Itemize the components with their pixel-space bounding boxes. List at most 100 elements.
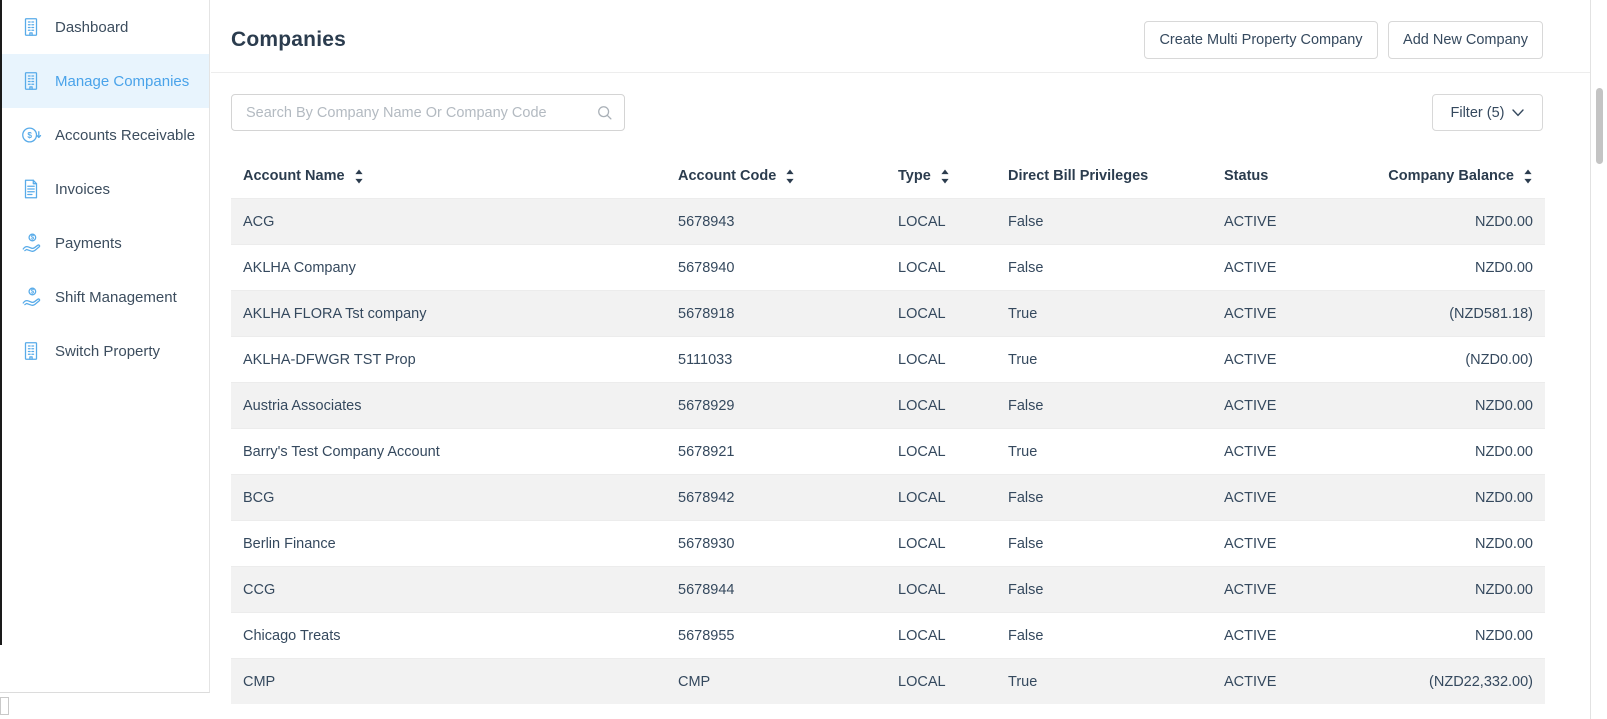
sidebar-item-shift-management[interactable]: $ Shift Management bbox=[0, 270, 209, 324]
cell-status: ACTIVE bbox=[1224, 627, 1277, 644]
cell-direct-bill: True bbox=[1008, 351, 1038, 368]
cell-account-name: AKLHA-DFWGR TST Prop bbox=[243, 351, 416, 368]
window-corner-artifact bbox=[0, 697, 9, 715]
svg-text:$: $ bbox=[31, 289, 35, 296]
invoice-icon bbox=[24, 179, 38, 199]
cell-type: LOCAL bbox=[898, 489, 946, 506]
table-row[interactable]: CCG 5678944 LOCAL False ACTIVE NZD0.00 bbox=[231, 566, 1545, 612]
cell-status: ACTIVE bbox=[1224, 489, 1277, 506]
sort-icon bbox=[941, 169, 949, 183]
page-title: Companies bbox=[231, 28, 346, 51]
cell-status: ACTIVE bbox=[1224, 397, 1277, 414]
column-header-account-code[interactable]: Account Code bbox=[678, 168, 898, 184]
sidebar-item-label: Invoices bbox=[55, 180, 111, 198]
column-header-type[interactable]: Type bbox=[898, 168, 1008, 184]
filter-label: Filter (5) bbox=[1450, 104, 1505, 121]
column-header-direct-bill-privileges: Direct Bill Privileges bbox=[1008, 168, 1224, 184]
sidebar-item-payments[interactable]: $ Payments bbox=[0, 216, 209, 270]
building-icon bbox=[24, 342, 38, 360]
sort-icon[interactable] bbox=[940, 169, 950, 184]
cell-status: ACTIVE bbox=[1224, 305, 1277, 322]
column-header-account-name[interactable]: Account Name bbox=[231, 168, 678, 184]
cell-balance: NZD0.00 bbox=[1474, 213, 1533, 230]
table-row[interactable]: Berlin Finance 5678930 LOCAL False ACTIVE NZD… bbox=[231, 520, 1545, 566]
table-row[interactable]: Chicago Treats 5678955 LOCAL False ACTIVE NZD… bbox=[231, 612, 1545, 658]
cell-account-code: 5678921 bbox=[678, 443, 735, 460]
cell-balance: NZD0.00 bbox=[1474, 397, 1533, 414]
search-box bbox=[231, 94, 625, 131]
cell-balance: NZD0.00 bbox=[1474, 259, 1533, 276]
cell-account-code: 5678944 bbox=[678, 581, 735, 598]
cell-type: LOCAL bbox=[898, 443, 946, 460]
table-row[interactable]: Austria Associates 5678929 LOCAL False ACTIV… bbox=[231, 382, 1545, 428]
cell-account-name: Berlin Finance bbox=[243, 535, 336, 552]
building-icon bbox=[24, 72, 38, 90]
svg-text:$: $ bbox=[31, 235, 35, 242]
table-row[interactable]: AKLHA Company 5678940 LOCAL False ACTIVE NZD0… bbox=[231, 244, 1545, 290]
vertical-scrollbar-thumb[interactable] bbox=[1596, 88, 1603, 164]
sidebar-item-label: Switch Property bbox=[55, 342, 161, 360]
cell-balance: NZD0.00 bbox=[1474, 581, 1533, 598]
table-row[interactable]: Barry's Test Company Account 5678921 LOCAL… bbox=[231, 428, 1545, 474]
cell-account-code: 5678929 bbox=[678, 397, 735, 414]
search-input[interactable] bbox=[231, 94, 625, 131]
table-row[interactable]: ACG 5678943 LOCAL False ACTIVE NZD0.00 bbox=[231, 198, 1545, 244]
table-row[interactable]: AKLHA-DFWGR TST Prop 5111033 LOCAL True ACTI… bbox=[231, 336, 1545, 382]
column-header-label: Company Balance bbox=[1388, 168, 1514, 184]
cell-account-name: BCG bbox=[243, 489, 275, 506]
column-header-label: Account Code bbox=[678, 168, 777, 184]
sort-icon[interactable] bbox=[785, 169, 795, 184]
column-header-company-balance[interactable]: Company Balance bbox=[1385, 168, 1545, 184]
cell-account-code: 5678930 bbox=[678, 535, 735, 552]
hand-coin-icon: $ bbox=[22, 233, 41, 252]
cell-balance: (NZD22,332.00) bbox=[1429, 673, 1533, 690]
cell-type: LOCAL bbox=[898, 259, 946, 276]
main-content: Companies Create Multi Property Company … bbox=[211, 0, 1590, 719]
column-header-label: Account Name bbox=[243, 168, 345, 184]
add-new-company-button[interactable]: Add New Company bbox=[1388, 21, 1543, 59]
sidebar-item-invoices[interactable]: Invoices bbox=[0, 162, 209, 216]
chevron-down-icon bbox=[1512, 105, 1525, 121]
cell-account-code: 5678955 bbox=[678, 627, 735, 644]
vertical-scrollbar-track[interactable] bbox=[1590, 0, 1607, 719]
cell-balance: (NZD581.18) bbox=[1449, 305, 1533, 322]
cell-direct-bill: False bbox=[1008, 627, 1044, 644]
table-row[interactable]: CMP CMP LOCAL True ACTIVE (NZD22,332.00) bbox=[231, 658, 1545, 704]
cell-account-name: ACG bbox=[243, 213, 275, 230]
cell-direct-bill: False bbox=[1008, 489, 1044, 506]
sidebar-item-dashboard[interactable]: Dashboard bbox=[0, 0, 209, 54]
header-divider bbox=[211, 72, 1590, 73]
cell-status: ACTIVE bbox=[1224, 443, 1277, 460]
column-header-label: Direct Bill Privileges bbox=[1008, 168, 1149, 184]
sidebar-item-accounts-receivable[interactable]: $ Accounts Receivable bbox=[0, 108, 209, 162]
cell-type: LOCAL bbox=[898, 397, 946, 414]
sidebar-item-switch-property[interactable]: Switch Property bbox=[0, 324, 209, 378]
search-icon[interactable] bbox=[596, 104, 613, 126]
cell-type: LOCAL bbox=[898, 305, 946, 322]
cell-account-name: Barry's Test Company Account bbox=[243, 443, 440, 460]
table-row[interactable]: AKLHA FLORA Tst company 5678918 LOCAL True A… bbox=[231, 290, 1545, 336]
cell-account-code: 5678940 bbox=[678, 259, 735, 276]
filter-dropdown[interactable]: Filter (5) bbox=[1432, 94, 1543, 131]
sidebar-item-label: Payments bbox=[55, 234, 122, 252]
cell-account-name: Austria Associates bbox=[243, 397, 362, 414]
cell-type: LOCAL bbox=[898, 581, 946, 598]
sidebar-item-label: Accounts Receivable bbox=[55, 126, 196, 144]
cell-account-code: 5678942 bbox=[678, 489, 735, 506]
table-body: ACG 5678943 LOCAL False ACTIVE NZD0.00 AKLHA C… bbox=[231, 198, 1545, 704]
sort-icon[interactable] bbox=[354, 169, 364, 184]
cell-balance: (NZD0.00) bbox=[1465, 351, 1533, 368]
cell-direct-bill: True bbox=[1008, 673, 1038, 690]
cell-status: ACTIVE bbox=[1224, 535, 1277, 552]
cell-direct-bill: False bbox=[1008, 535, 1044, 552]
sidebar-item-manage-companies[interactable]: Manage Companies bbox=[0, 54, 209, 108]
cell-balance: NZD0.00 bbox=[1474, 489, 1533, 506]
cell-balance: NZD0.00 bbox=[1474, 535, 1533, 552]
cell-direct-bill: False bbox=[1008, 397, 1044, 414]
cell-type: LOCAL bbox=[898, 213, 946, 230]
create-multi-property-company-button[interactable]: Create Multi Property Company bbox=[1144, 21, 1378, 59]
table-row[interactable]: BCG 5678942 LOCAL False ACTIVE NZD0.00 bbox=[231, 474, 1545, 520]
sort-icon bbox=[786, 169, 794, 183]
cell-type: LOCAL bbox=[898, 535, 946, 552]
sort-icon[interactable] bbox=[1523, 169, 1533, 184]
